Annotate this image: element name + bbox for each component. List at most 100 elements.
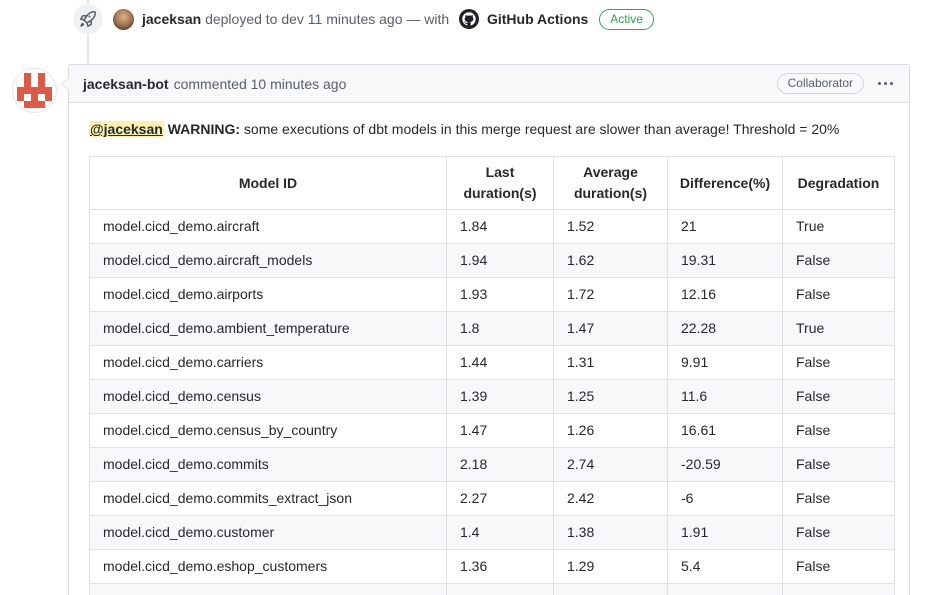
col-header-last-duration: Last duration(s) [446, 156, 554, 210]
warning-message: @jaceksan WARNING: some executions of db… [89, 119, 889, 140]
comment-body: @jaceksan WARNING: some executions of db… [69, 103, 909, 595]
cell-difference: -20.59 [667, 447, 783, 482]
cell-difference: 5.4 [667, 549, 783, 584]
dbt-results-table: Model ID Last duration(s) Average durati… [89, 156, 895, 595]
table-body: model.cicd_demo.aircraft 1.84 1.52 21 True mo… [89, 209, 895, 584]
table-row: model.cicd_demo.airports 1.93 1.72 12.16 Fal… [89, 277, 895, 312]
deployment-status-badge[interactable]: Active [599, 8, 654, 30]
cell-difference: -6 [667, 481, 783, 516]
github-actions-label: GitHub Actions [486, 10, 589, 27]
cell-avg-duration: 1.29 [553, 549, 668, 584]
deploy-actor-avatar[interactable] [113, 8, 134, 30]
deploy-actor-link[interactable]: jaceksan [142, 10, 202, 27]
cell-degradation: False [782, 447, 895, 482]
comment-header: jaceksan-bot commented 10 minutes ago Co… [61, 65, 909, 103]
comment-caret-icon [61, 77, 69, 91]
cell-last-duration: 1.47 [446, 413, 554, 448]
cell-last-duration: 1.44 [446, 345, 554, 380]
cell-last-duration: 1.39 [446, 379, 554, 414]
cell-last-duration: 1.94 [446, 243, 554, 278]
cell-degradation: False [782, 379, 895, 414]
deployment-event: jaceksan deployed to dev 11 minutes ago … [73, 4, 654, 34]
cell-model-id: model.cicd_demo.airports [89, 277, 447, 312]
cell-last-duration: 1.36 [446, 549, 554, 584]
cell-difference: 9.91 [667, 345, 783, 380]
cell-degradation: False [782, 481, 895, 516]
cell-model-id: model.cicd_demo.commits [89, 447, 447, 482]
cell-last-duration: 1.4 [446, 515, 554, 550]
deploy-event-text: jaceksan deployed to dev 11 minutes ago … [142, 8, 654, 30]
table-row: model.cicd_demo.customer 1.4 1.38 1.91 False [89, 515, 895, 550]
cell-difference: 19.31 [667, 243, 783, 278]
cell-avg-duration: 1.47 [553, 311, 668, 346]
cell-last-duration: 1.84 [446, 209, 554, 244]
cell-difference: 1.91 [667, 515, 783, 550]
cell-degradation: False [782, 413, 895, 448]
table-row: model.cicd_demo.commits 2.18 2.74 -20.59 Fal… [89, 447, 895, 482]
cell-avg-duration: 2.74 [553, 447, 668, 482]
cell-last-duration: 1.8 [446, 311, 554, 346]
comment-timestamp-link[interactable]: commented 10 minutes ago [173, 75, 347, 92]
cell-model-id: model.cicd_demo.census_by_country [89, 413, 447, 448]
col-header-difference: Difference(%) [667, 156, 783, 210]
cell-degradation: False [782, 345, 895, 380]
cell-degradation: True [782, 209, 895, 244]
warning-text: some executions of dbt models in this me… [243, 121, 840, 137]
table-row: model.cicd_demo.census 1.39 1.25 11.6 False [89, 379, 895, 414]
cell-model-id: model.cicd_demo.ambient_temperature [89, 311, 447, 346]
warning-label: WARNING: [167, 121, 241, 137]
cell-degradation: True [782, 311, 895, 346]
timeline-rail [87, 0, 89, 68]
rocket-icon [73, 4, 103, 34]
table-row: model.cicd_demo.ambient_temperature 1.8 1.… [89, 311, 895, 346]
cell-difference: 11.6 [667, 379, 783, 414]
cell-avg-duration: 1.31 [553, 345, 668, 380]
cell-last-duration: 2.27 [446, 481, 554, 516]
cell-last-duration: 2.18 [446, 447, 554, 482]
github-mark-icon [459, 8, 480, 29]
table-row: model.cicd_demo.aircraft_models 1.94 1.62 1… [89, 243, 895, 278]
comment-caret-icon [62, 77, 70, 91]
col-header-degradation: Degradation [782, 156, 895, 210]
cell-difference: 22.28 [667, 311, 783, 346]
bot-comment: jaceksan-bot commented 10 minutes ago Co… [12, 64, 910, 595]
collaborator-badge: Collaborator [776, 73, 864, 94]
bot-avatar[interactable] [12, 68, 57, 113]
cell-avg-duration: 2.42 [553, 481, 668, 516]
table-row: model.cicd_demo.aircraft 1.84 1.52 21 True [89, 209, 895, 244]
cell-model-id: model.cicd_demo.carriers [89, 345, 447, 380]
col-header-average-duration: Average duration(s) [553, 156, 668, 210]
col-header-model-id: Model ID [89, 156, 447, 210]
cell-avg-duration: 1.26 [553, 413, 668, 448]
cell-degradation: False [782, 243, 895, 278]
cell-degradation: False [782, 515, 895, 550]
cell-avg-duration: 1.62 [553, 243, 668, 278]
cell-degradation: False [782, 549, 895, 584]
cell-degradation: False [782, 277, 895, 312]
cell-difference: 16.61 [667, 413, 783, 448]
cell-model-id: model.cicd_demo.commits_extract_json [89, 481, 447, 516]
cell-model-id: model.cicd_demo.census [89, 379, 447, 414]
table-row: model.cicd_demo.carriers 1.44 1.31 9.91 Fals… [89, 345, 895, 380]
table-row: model.cicd_demo.eshop_customers 1.36 1.29 5… [89, 549, 895, 584]
comment-box: jaceksan-bot commented 10 minutes ago Co… [61, 64, 910, 595]
table-header: Model ID Last duration(s) Average durati… [89, 156, 895, 210]
kebab-menu-icon[interactable] [876, 78, 895, 89]
cell-model-id: model.cicd_demo.aircraft [89, 209, 447, 244]
cell-difference: 12.16 [667, 277, 783, 312]
table-row-partial [89, 583, 895, 595]
cell-avg-duration: 1.72 [553, 277, 668, 312]
comment-author-link[interactable]: jaceksan-bot [83, 75, 169, 92]
table-row: model.cicd_demo.census_by_country 1.47 1.2… [89, 413, 895, 448]
deploy-action-text: deployed to dev 11 minutes ago — with [205, 10, 450, 27]
cell-model-id: model.cicd_demo.eshop_customers [89, 549, 447, 584]
table-row: model.cicd_demo.commits_extract_json 2.27… [89, 481, 895, 516]
cell-model-id: model.cicd_demo.customer [89, 515, 447, 550]
cell-avg-duration: 1.25 [553, 379, 668, 414]
mention-link[interactable]: @jaceksan [89, 121, 164, 137]
cell-difference: 21 [667, 209, 783, 244]
cell-avg-duration: 1.38 [553, 515, 668, 550]
cell-last-duration: 1.93 [446, 277, 554, 312]
comment-header-actions: Collaborator [776, 73, 895, 94]
